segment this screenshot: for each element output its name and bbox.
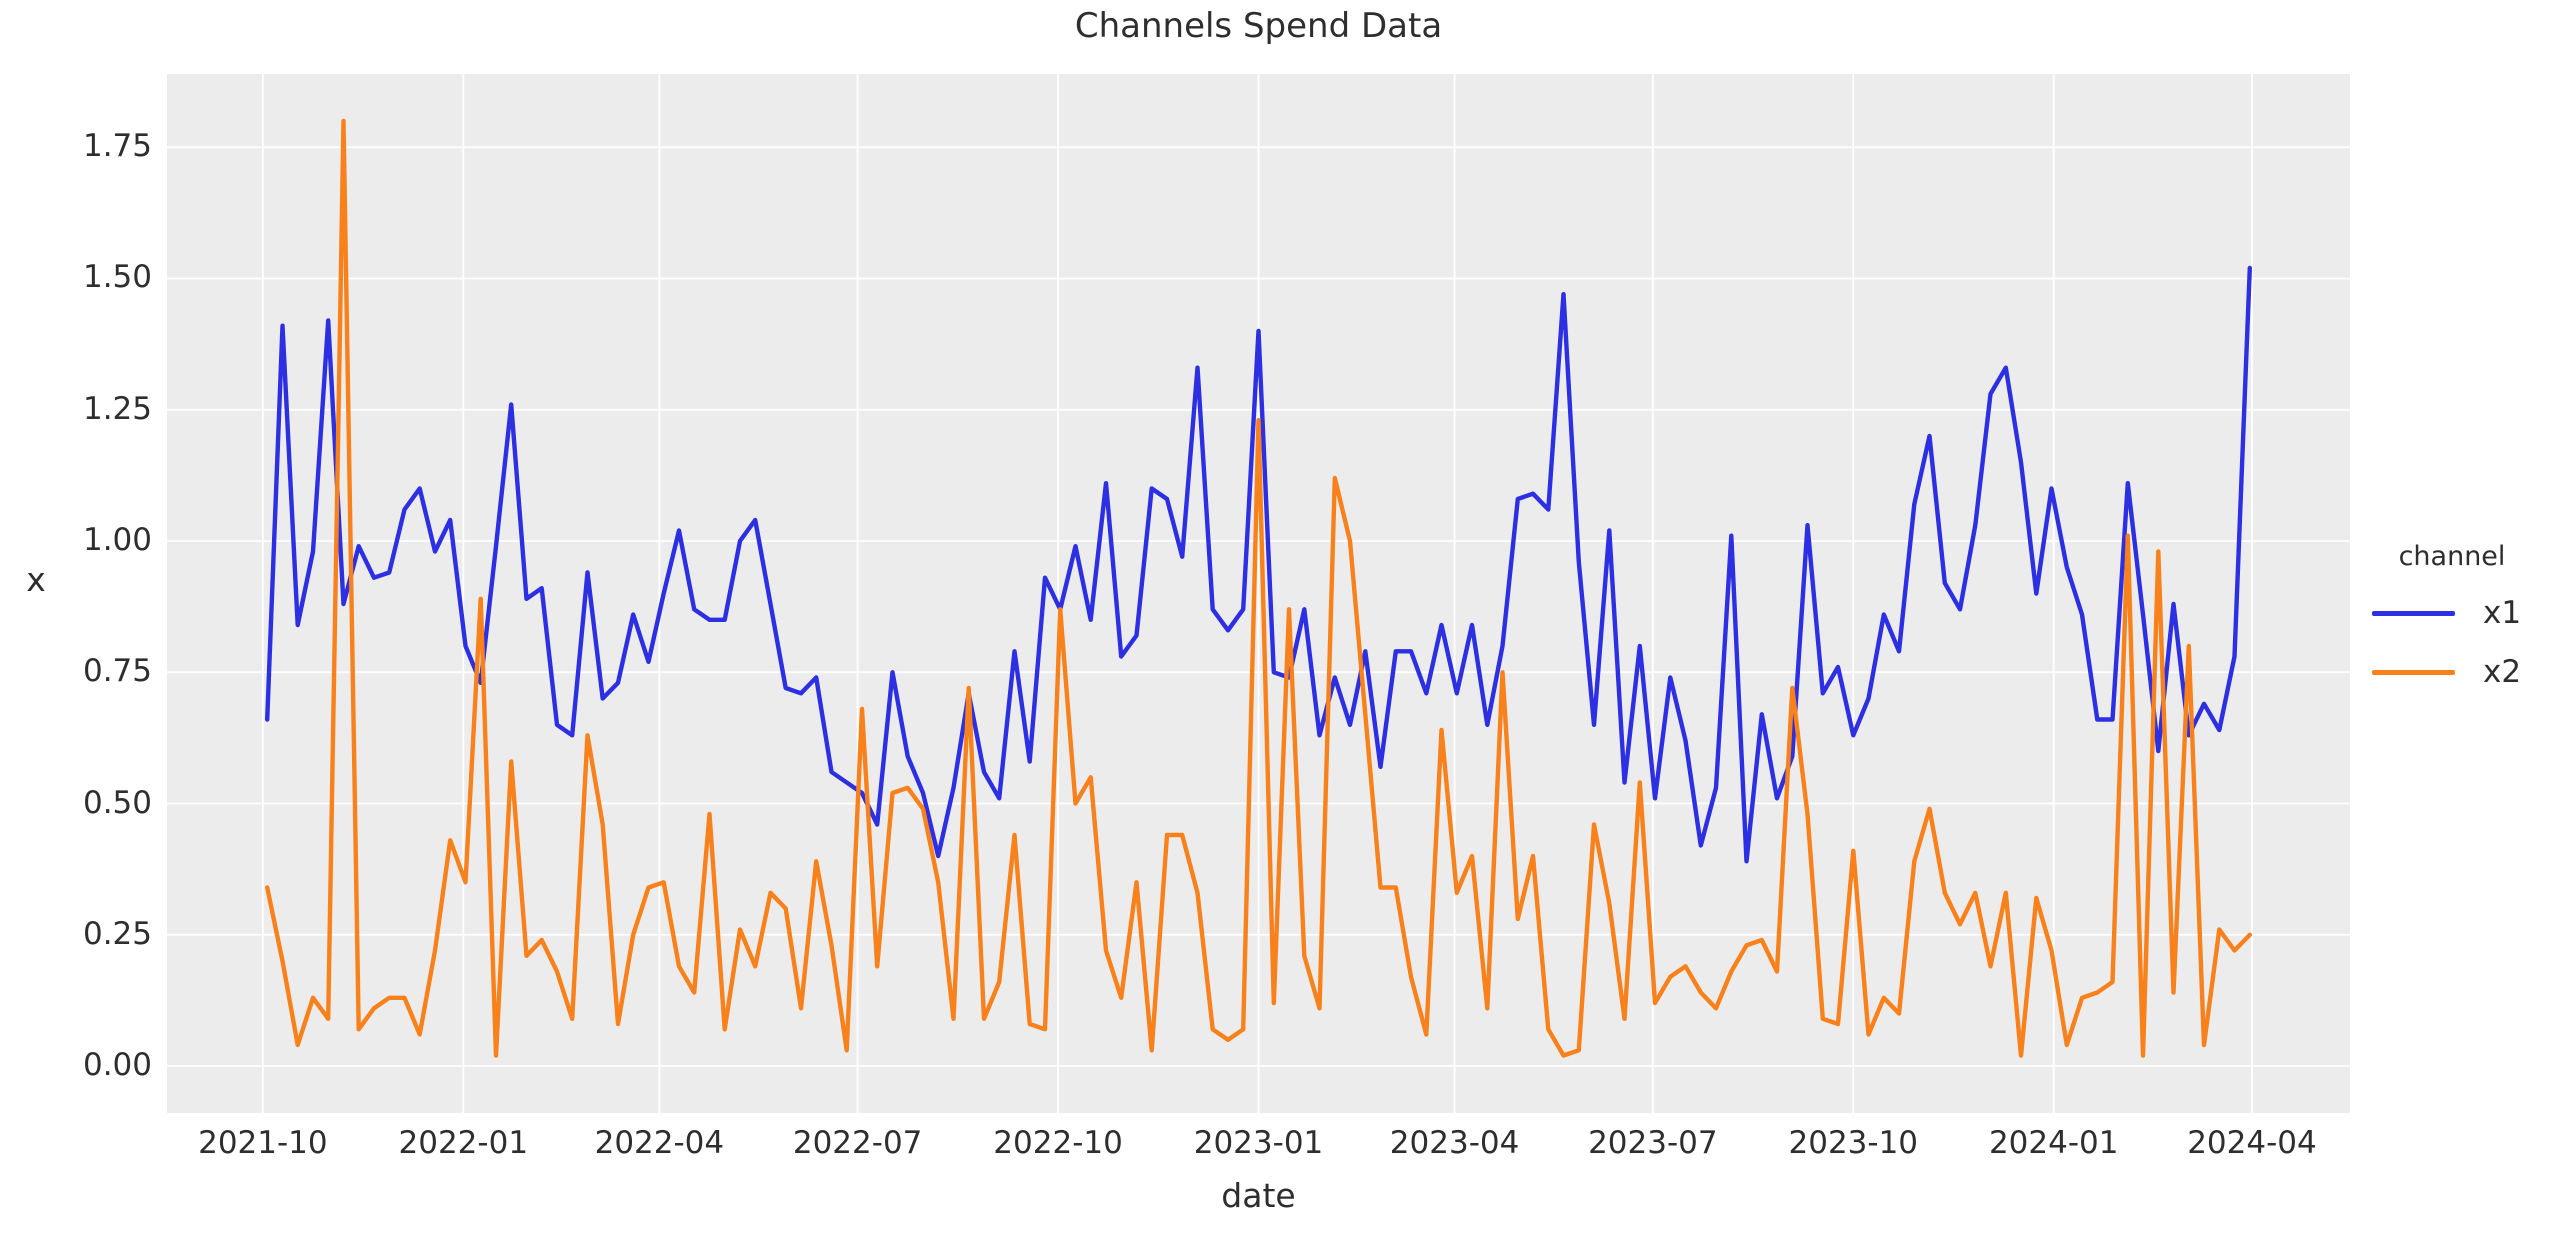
x-axis-tick-label: 2022-07	[792, 1125, 923, 1161]
y-axis-tick-label: 1.00	[82, 521, 152, 558]
x-axis-tick-label: 2022-01	[398, 1125, 529, 1161]
y-axis-tick-label: 0.00	[82, 1047, 152, 1083]
y-axis-tick-label: 1.75	[82, 128, 152, 165]
x-axis-tick-label: 2023-10	[1788, 1125, 1919, 1161]
legend-label-x2: x2	[2483, 654, 2522, 690]
y-axis-tick-label: 1.50	[82, 259, 152, 296]
x2-line-swatch	[2372, 670, 2455, 675]
x-axis-label: date	[1221, 1176, 1296, 1215]
x1-line-swatch	[2372, 611, 2455, 616]
legend-title: channel	[2398, 541, 2506, 572]
x-axis-tick-label: 2021-10	[198, 1125, 328, 1161]
x-axis-tick-label: 2024-04	[2187, 1125, 2317, 1161]
chart-title: Channels Spend Data	[1074, 6, 1443, 46]
y-axis-label: x	[26, 560, 46, 599]
legend-item-x2: x2	[2372, 654, 2562, 690]
x-axis-tick-label: 2023-01	[1193, 1125, 1324, 1161]
y-axis-tick-label: 0.75	[82, 653, 152, 690]
y-axis-tick-label: 0.50	[82, 784, 152, 821]
x-axis-tick-label: 2023-07	[1588, 1125, 1718, 1161]
x2-series-line	[265, 118, 2252, 1058]
x-axis-tick-label: 2022-10	[993, 1125, 1123, 1161]
x-axis-tick-label: 2022-04	[594, 1125, 725, 1161]
y-axis-tick-label: 0.25	[82, 915, 152, 952]
legend-label-x1: x1	[2483, 595, 2522, 631]
x1-series-line	[265, 265, 2252, 864]
legend-item-x1: x1	[2372, 595, 2562, 631]
y-axis-tick-label: 1.25	[82, 390, 152, 427]
x-axis-tick-label: 2023-04	[1389, 1125, 1520, 1161]
legend: channel x1 x2	[2372, 541, 2562, 690]
x-axis-tick-label: 2024-01	[1988, 1125, 2119, 1161]
